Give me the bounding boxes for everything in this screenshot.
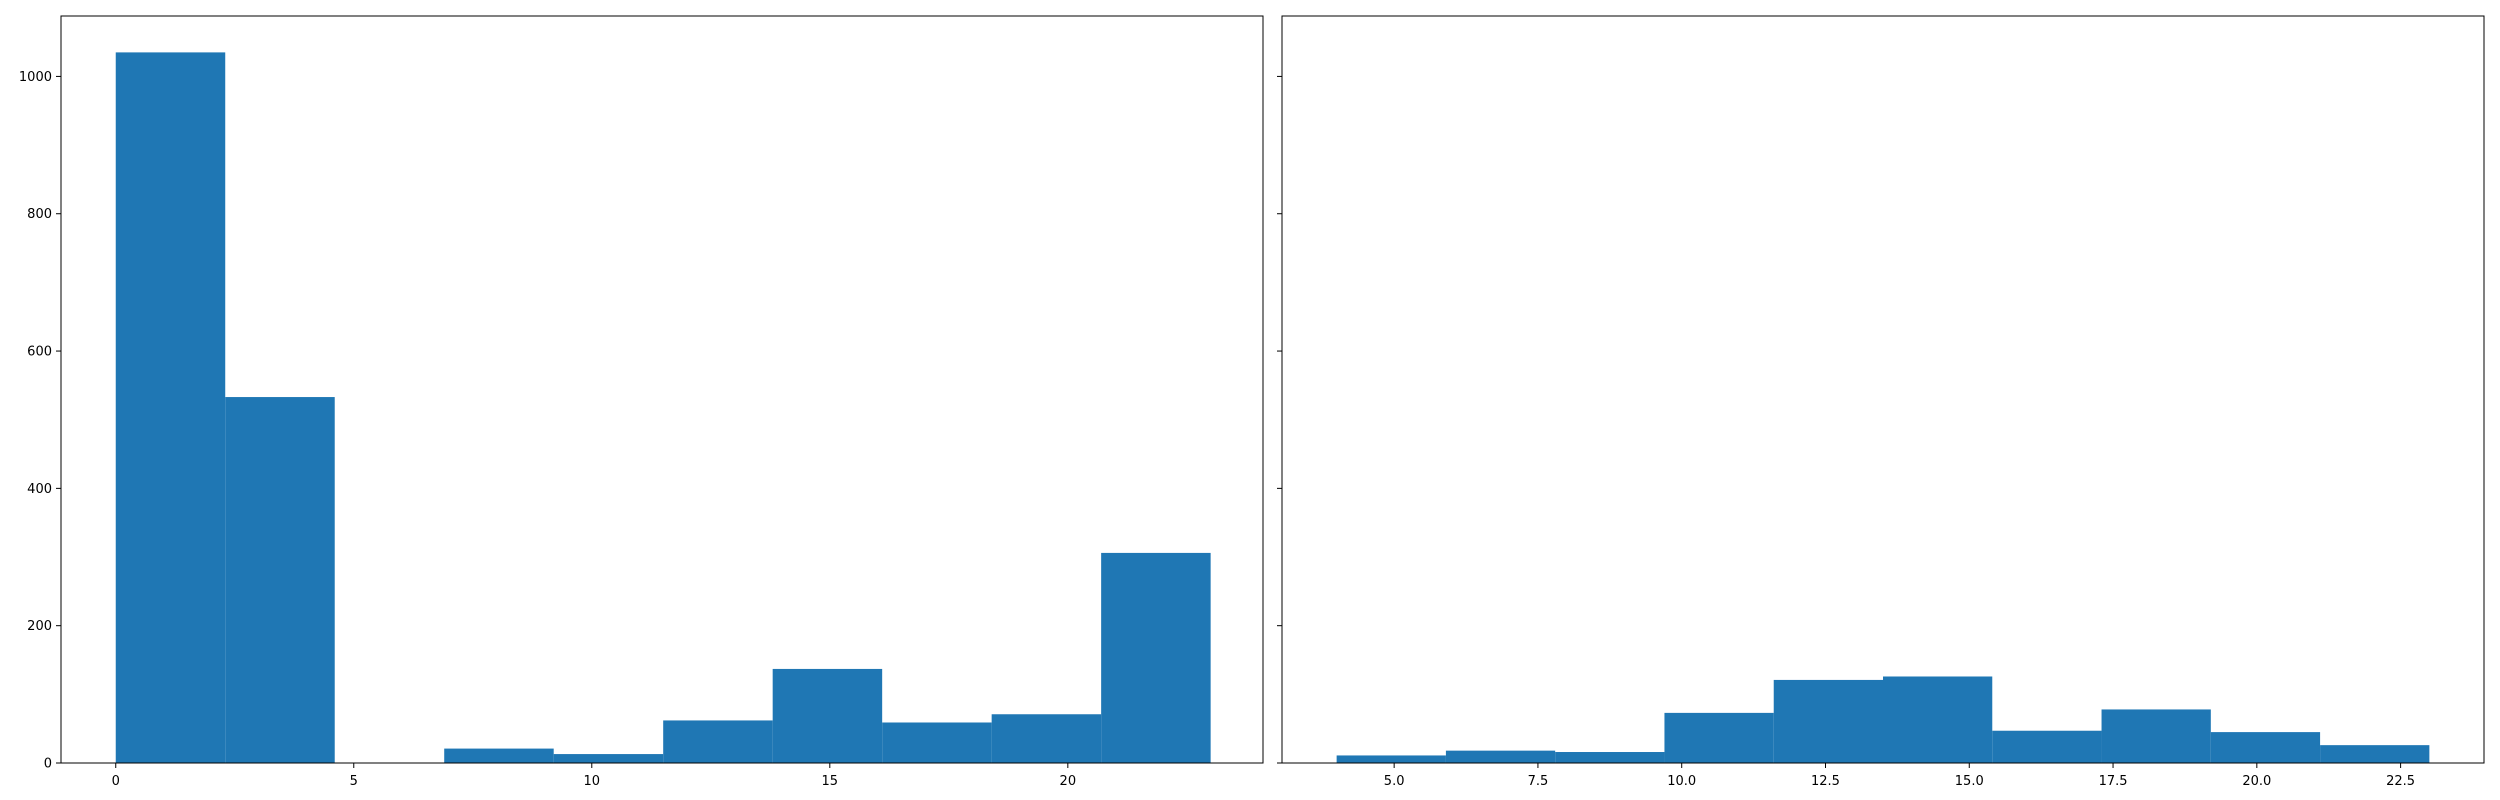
histogram-bar <box>225 397 335 763</box>
y-tick-label: 200 <box>27 619 52 634</box>
y-tick-label: 800 <box>27 207 52 222</box>
histogram-bar <box>2320 745 2430 763</box>
y-tick-label: 0 <box>44 757 52 772</box>
x-tick-label: 17.5 <box>2099 774 2128 789</box>
histogram-bar <box>2101 709 2211 763</box>
x-tick-label: 7.5 <box>1528 774 1549 789</box>
histogram-bar <box>1445 750 1556 763</box>
histogram-bar <box>882 722 992 763</box>
axes-frame <box>1281 15 2485 764</box>
right-histogram-panel: 5.0 7.5 10.0 12.5 15.0 17.5 20.0 22.5 <box>1277 15 2485 789</box>
histogram-bar <box>772 668 883 763</box>
histogram-bar <box>1555 752 1665 763</box>
x-tick-label: 0 <box>112 774 120 789</box>
histogram-bar <box>115 52 226 763</box>
x-tick-label: 10.0 <box>1667 774 1696 789</box>
x-tick-label: 15 <box>822 774 839 789</box>
y-tick-label: 1000 <box>19 70 52 85</box>
y-tick-label: 400 <box>27 482 52 497</box>
x-tick-label: 20 <box>1060 774 1077 789</box>
histogram-bar <box>444 748 554 763</box>
x-tick-label: 5 <box>350 774 358 789</box>
histogram-bar <box>663 720 773 763</box>
histogram-bar <box>1992 730 2102 763</box>
x-tick-label: 22.5 <box>2386 774 2415 789</box>
axes-frame <box>60 15 1264 764</box>
histogram-bar <box>1336 755 1446 763</box>
histogram-bar <box>1101 552 1211 763</box>
histogram-bar <box>1664 712 1774 763</box>
histogram-bar <box>1883 676 1993 763</box>
x-tick-label: 15.0 <box>1955 774 1984 789</box>
histogram-bar <box>553 754 664 763</box>
x-tick-label: 10 <box>584 774 601 789</box>
histogram-bar <box>2210 732 2321 763</box>
x-tick-label: 12.5 <box>1811 774 1840 789</box>
x-tick-label: 20.0 <box>2242 774 2271 789</box>
y-tick-label: 600 <box>27 345 52 360</box>
histogram-bar <box>991 714 1102 763</box>
histogram-bar <box>1773 679 1883 763</box>
x-tick-label: 5.0 <box>1384 774 1405 789</box>
